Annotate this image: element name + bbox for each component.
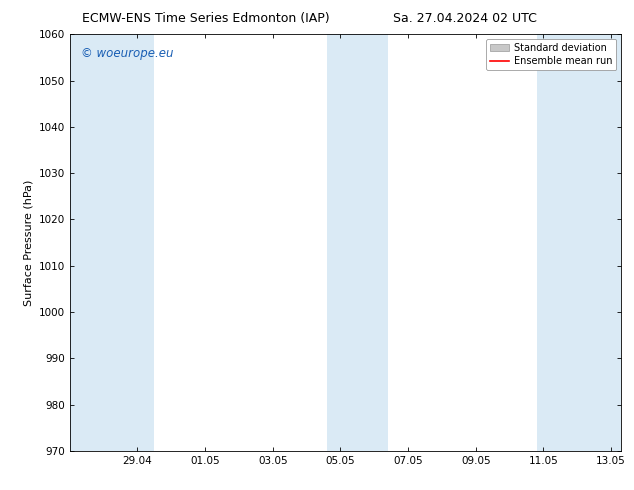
Y-axis label: Surface Pressure (hPa): Surface Pressure (hPa): [23, 179, 33, 306]
Legend: Standard deviation, Ensemble mean run: Standard deviation, Ensemble mean run: [486, 39, 616, 70]
Text: ECMW-ENS Time Series Edmonton (IAP): ECMW-ENS Time Series Edmonton (IAP): [82, 12, 330, 25]
Bar: [537, 34, 621, 451]
Bar: [70, 34, 154, 451]
Bar: [327, 34, 388, 451]
Text: Sa. 27.04.2024 02 UTC: Sa. 27.04.2024 02 UTC: [393, 12, 537, 25]
Text: © woeurope.eu: © woeurope.eu: [81, 47, 173, 60]
